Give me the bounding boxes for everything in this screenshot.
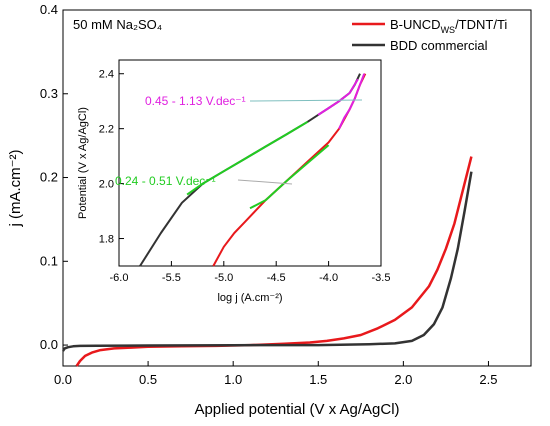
- main-series-lines: [61, 156, 473, 367]
- inset-series-line-3: [249, 144, 330, 210]
- inset-series-line-4: [317, 78, 359, 116]
- main-x-tick-label: 2.5: [479, 372, 497, 387]
- inset-x-tick-label: -5.0: [214, 272, 233, 284]
- inset-x-tick-label: -3.5: [372, 272, 391, 284]
- inset-axis-ticks: -6.0 -5.5 -5.0 -4.5 -4.0 -3.5 1.8 2.0 2.2 2.4: [99, 69, 391, 284]
- inset-y-tick-label: 2.2: [99, 124, 114, 136]
- inset-x-axis-title: log j (A.cm⁻²): [217, 292, 282, 304]
- main-x-axis-title: Applied potential (V x Ag/AgCl): [194, 401, 399, 418]
- legend: B-UNCDWS/TDNT/Ti BDD commercial: [352, 17, 507, 53]
- main-x-tick-label: 1.5: [309, 372, 327, 387]
- inset-x-tick-label: -5.5: [162, 272, 181, 284]
- inset-annotations: 0.45 - 1.13 V.dec⁻¹ 0.24 - 0.51 V.dec⁻¹: [115, 94, 363, 188]
- legend-label-bdd: BDD commercial: [390, 38, 488, 53]
- main-y-tick-label: 0.1: [40, 253, 58, 268]
- inset-plot-frame: [118, 59, 382, 267]
- inset-x-tick-label: -6.0: [110, 272, 129, 284]
- annotation-leader-green: [237, 179, 293, 185]
- main-series-line-0: [75, 156, 473, 367]
- main-x-tick-label: 2.0: [394, 372, 412, 387]
- main-x-tick-label: 0.0: [54, 372, 72, 387]
- annotation-leader-magenta: [249, 99, 363, 102]
- inset-y-tick-label: 1.8: [99, 234, 114, 246]
- annotation-green: 0.24 - 0.51 V.dec⁻¹: [115, 174, 216, 188]
- inset-series-line-2: [186, 120, 309, 196]
- main-y-tick-label: 0.4: [40, 2, 58, 17]
- main-x-tick-label: 0.5: [139, 372, 157, 387]
- annotation-magenta: 0.45 - 1.13 V.dec⁻¹: [145, 94, 246, 108]
- main-y-axis-title: j (mA.cm⁻²): [7, 149, 24, 227]
- main-series-line-1: [61, 171, 473, 352]
- inset-y-tick-label: 2.0: [99, 179, 114, 191]
- inset-y-tick-label: 2.4: [99, 69, 114, 81]
- inset-background: [92, 57, 382, 267]
- main-axis-ticks: 0.0 0.5 1.0 1.5 2.0 2.5 0.0 0.1 0.2 0.3 0.4: [40, 2, 498, 387]
- main-y-tick-label: 0.2: [40, 170, 58, 185]
- main-plot-frame: [62, 9, 532, 367]
- main-x-tick-label: 1.0: [224, 372, 242, 387]
- inset-x-tick-label: -4.0: [319, 272, 338, 284]
- inset-series-line-5: [338, 73, 366, 130]
- inset-x-tick-label: -4.5: [267, 272, 286, 284]
- inset-y-axis-title: Potential (V x Ag/AgCl): [77, 107, 89, 219]
- legend-label-b-uncd: B-UNCDWS/TDNT/Ti: [390, 17, 507, 35]
- main-y-tick-label: 0.0: [40, 337, 58, 352]
- inset-series-lines: [139, 73, 367, 267]
- main-y-tick-label: 0.3: [40, 86, 58, 101]
- electrolyte-note: 50 mM Na₂SO₄: [73, 17, 162, 32]
